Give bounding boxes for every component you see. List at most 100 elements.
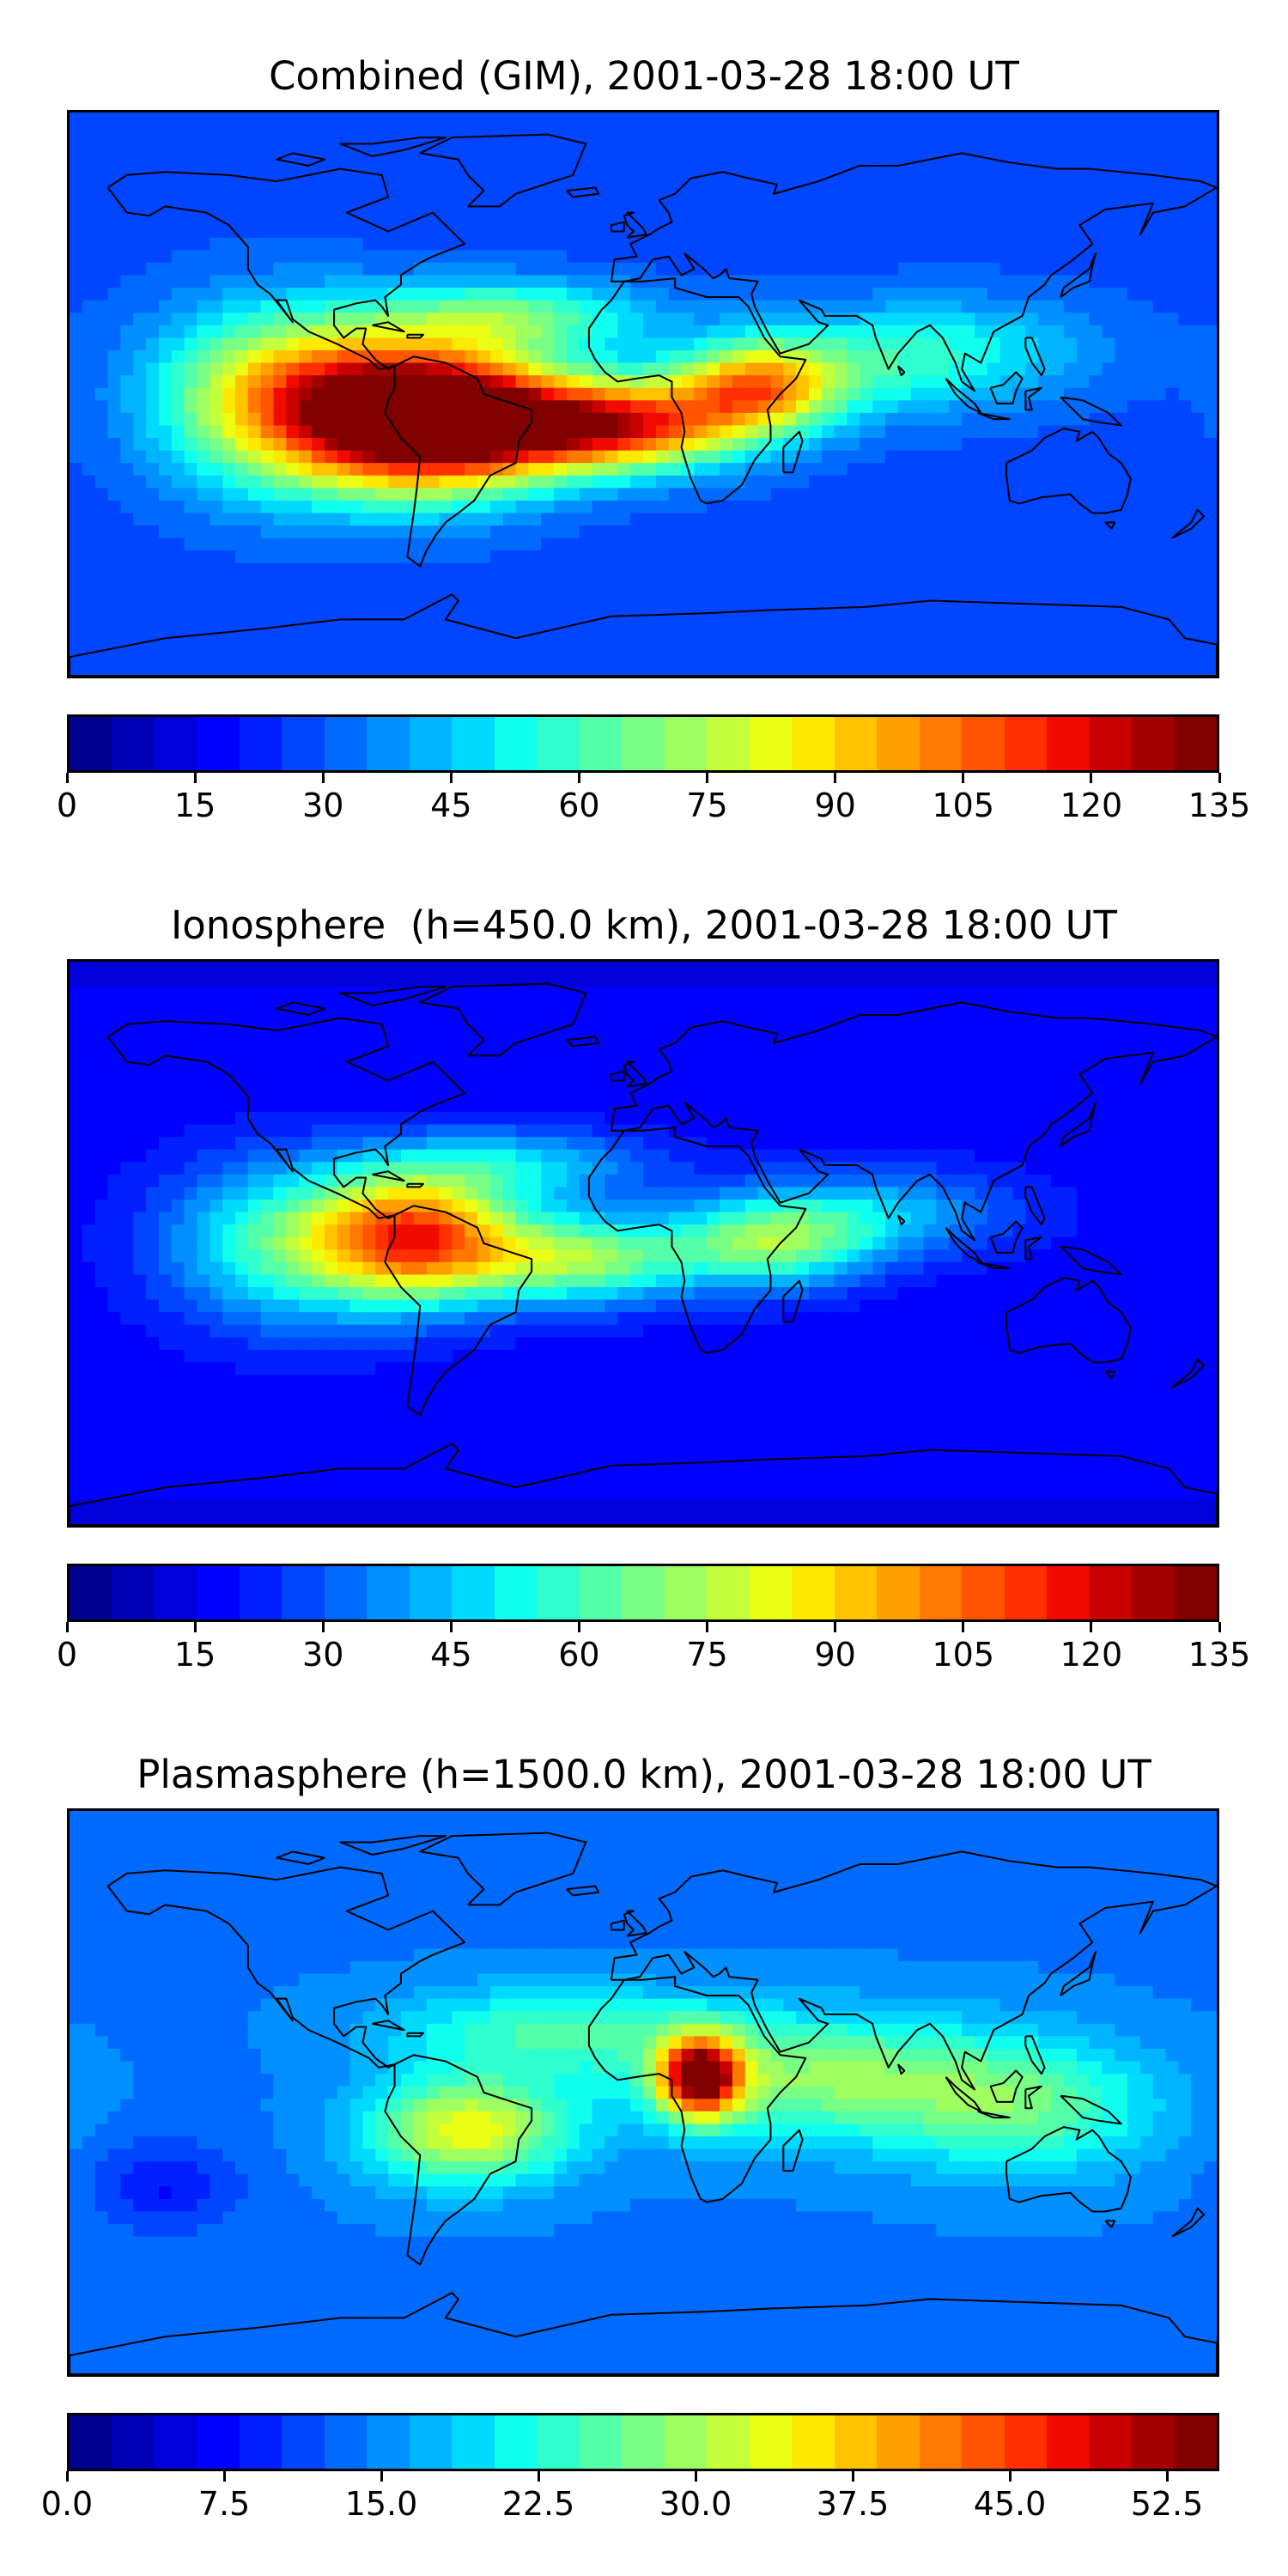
tec-cell xyxy=(962,650,976,665)
tec-cell xyxy=(107,562,122,577)
tec-cell xyxy=(1089,387,1103,402)
tec-cell xyxy=(770,275,785,289)
tec-cell xyxy=(388,1049,403,1063)
tec-cell xyxy=(413,650,428,665)
tec-cell xyxy=(949,488,963,502)
tec-cell xyxy=(707,600,721,615)
tec-cell xyxy=(260,638,275,652)
tec-cell xyxy=(668,112,683,126)
tec-cell xyxy=(1038,125,1053,139)
tec-cell xyxy=(541,362,556,377)
tec-cell xyxy=(184,300,198,314)
tec-cell xyxy=(1102,550,1116,564)
tec-cell xyxy=(732,149,746,164)
tec-cell xyxy=(860,362,874,377)
tec-cell xyxy=(668,962,683,975)
tec-cell xyxy=(783,1012,798,1025)
tec-cell xyxy=(247,387,262,402)
tec-cell xyxy=(1204,325,1217,339)
tec-cell xyxy=(694,550,708,564)
tec-cell xyxy=(974,613,988,627)
tec-cell xyxy=(349,475,364,489)
tec-cell xyxy=(630,562,645,577)
tec-cell xyxy=(324,225,338,239)
tec-cell xyxy=(1038,325,1053,339)
tec-cell xyxy=(1165,237,1180,252)
tec-cell xyxy=(234,362,249,377)
tec-cell xyxy=(234,500,249,514)
tec-cell xyxy=(847,262,861,276)
tec-cell xyxy=(732,438,746,452)
tec-cell xyxy=(1025,237,1040,252)
tec-cell xyxy=(1178,337,1193,352)
tec-cell xyxy=(299,550,313,564)
tec-cell xyxy=(158,962,173,975)
tec-cell xyxy=(694,1024,708,1038)
tec-cell xyxy=(184,375,198,389)
tec-cell xyxy=(120,999,135,1013)
tec-cell xyxy=(668,1024,683,1038)
tec-cell xyxy=(260,538,275,552)
tec-cell xyxy=(720,137,734,151)
tec-cell xyxy=(426,1036,440,1051)
tec-cell xyxy=(477,225,491,239)
tec-cell xyxy=(1178,237,1193,252)
tec-cell xyxy=(744,349,759,364)
tec-cell xyxy=(146,550,161,564)
tec-cell xyxy=(630,237,645,252)
tec-cell xyxy=(515,613,530,627)
tec-cell xyxy=(999,488,1014,502)
tec-cell xyxy=(247,613,262,627)
tec-cell xyxy=(413,438,428,452)
tec-cell xyxy=(286,600,301,615)
tec-cell xyxy=(720,613,734,627)
tec-cell xyxy=(592,275,606,289)
tec-cell xyxy=(694,375,708,389)
tec-cell xyxy=(299,250,313,264)
tec-cell xyxy=(312,237,326,252)
tec-cell xyxy=(1139,174,1154,189)
tec-cell xyxy=(70,1061,83,1076)
tec-cell xyxy=(197,562,211,577)
tec-cell xyxy=(999,337,1014,352)
tec-cell xyxy=(617,112,632,126)
tec-cell xyxy=(744,650,759,665)
tec-cell xyxy=(655,288,670,301)
tec-cell xyxy=(1051,562,1065,577)
tec-cell xyxy=(732,375,746,389)
tec-cell xyxy=(158,562,173,577)
tec-cell xyxy=(286,650,301,665)
tec-cell xyxy=(1115,538,1129,552)
tec-cell xyxy=(974,313,988,326)
tec-cell xyxy=(413,400,428,414)
tec-cell xyxy=(1051,450,1065,465)
tec-cell xyxy=(757,425,772,440)
tec-cell xyxy=(312,587,326,602)
tec-cell xyxy=(70,562,83,577)
tec-cell xyxy=(1102,999,1116,1013)
tec-cell xyxy=(312,375,326,389)
tec-cell xyxy=(222,412,237,427)
tec-cell xyxy=(388,237,403,252)
tec-cell xyxy=(796,987,811,1000)
tec-cell xyxy=(732,162,746,176)
tec-cell xyxy=(477,974,491,988)
tec-cell xyxy=(1204,513,1217,527)
tec-cell xyxy=(426,962,440,975)
tec-cell xyxy=(885,450,900,465)
tec-cell xyxy=(94,149,109,164)
tec-cell xyxy=(655,999,670,1013)
tec-cell xyxy=(757,538,772,552)
tec-cell xyxy=(1115,587,1129,602)
tec-cell xyxy=(210,375,224,389)
tec-cell xyxy=(260,450,275,465)
tec-cell xyxy=(694,387,708,402)
tec-cell xyxy=(324,337,338,352)
tec-cell xyxy=(299,1036,313,1051)
tec-cell xyxy=(312,1049,326,1063)
tec-cell xyxy=(1012,500,1027,514)
tec-cell xyxy=(1038,550,1053,564)
tec-cell xyxy=(808,412,823,427)
tec-cell xyxy=(1191,663,1206,676)
tec-cell xyxy=(349,587,364,602)
